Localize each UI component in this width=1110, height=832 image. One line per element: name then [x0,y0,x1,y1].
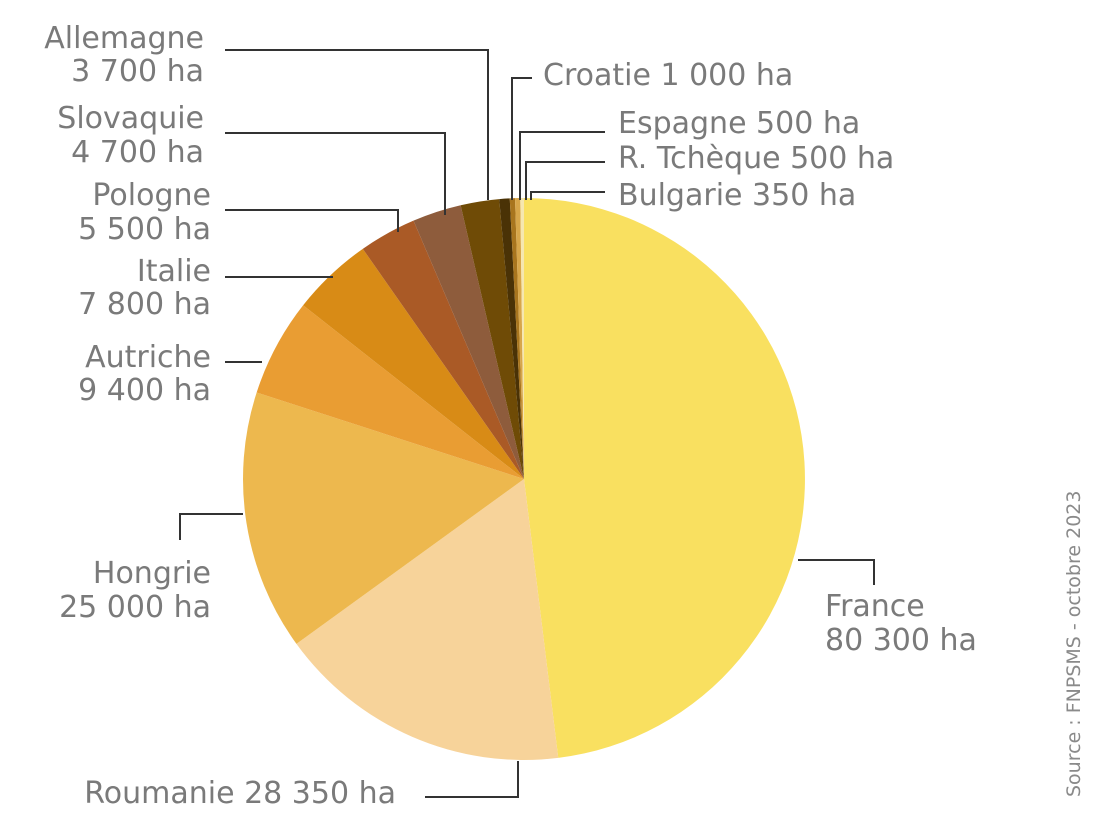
label-allemagne-2: 3 700 ha [71,54,204,89]
pie-slices [243,197,805,760]
slice-hongrie [243,392,524,644]
label-roumanie-1: Roumanie 28 350 ha [84,776,396,811]
leader-line-france [798,559,875,585]
label-france-2: 80 300 ha [825,623,977,658]
leader-line-roumanie [425,761,519,798]
slice-roumanie [296,479,559,760]
leader-line-pologne [225,209,399,232]
leader-line-croatie [511,77,532,200]
slice-croatie [499,198,524,480]
label-slovaquie-1: Slovaquie [57,101,204,136]
label-autriche-1: Autriche [85,340,211,375]
slice-r-tcheque [515,198,524,479]
label-autriche-2: 9 400 ha [78,373,211,408]
label-espagne-1: Espagne 500 ha [618,106,860,141]
label-hongrie-1: Hongrie [93,556,211,591]
slice-allemagne [460,199,524,479]
slice-italie [303,248,524,479]
label-hongrie-2: 25 000 ha [59,590,211,625]
leader-line-allemagne [225,49,489,200]
leader-lines [179,49,875,798]
label-allemagne-1: Allemagne [44,21,204,56]
label-slovaquie-2: 4 700 ha [71,135,204,170]
slice-slovaquie [413,205,524,480]
label-bulgarie-1: Bulgarie 350 ha [618,178,856,213]
leader-line-espagne [519,131,605,200]
slice-france [524,198,805,758]
leader-line-hongrie [179,513,243,540]
leader-line-r-tcheque [525,161,605,200]
label-italie-1: Italie [137,254,211,289]
leader-line-slovaquie [225,132,446,215]
slice-autriche [256,305,524,479]
leader-line-bulgarie [530,191,605,200]
label-italie-2: 7 800 ha [78,287,211,322]
label-r-tcheque-1: R. Tchèque 500 ha [618,141,894,176]
label-croatie-1: Croatie 1 000 ha [543,58,793,93]
label-pologne-1: Pologne [92,178,211,213]
label-france-1: France [825,589,925,624]
source-note: Source : FNPSMS - octobre 2023 [1063,491,1085,797]
slice-bulgarie [520,197,524,479]
slice-espagne [509,198,524,479]
label-pologne-2: 5 500 ha [78,212,211,247]
slice-pologne [362,220,524,479]
